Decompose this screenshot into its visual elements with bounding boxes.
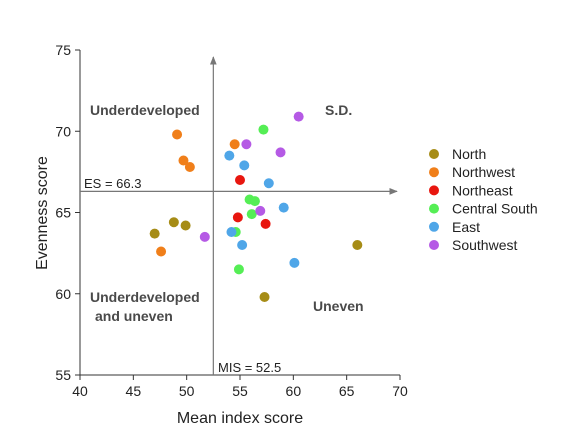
legend-label-central-south: Central South [452,201,538,217]
y-tick-label: 60 [55,286,71,302]
data-point-northwest [229,139,240,150]
data-point-southwest [199,231,210,242]
y-tick-label: 65 [55,205,71,221]
x-tick-label: 55 [232,383,248,399]
data-point-northeast [235,175,245,185]
quadrant-label-bottom-right: Uneven [313,298,364,314]
legend-label-northeast: Northeast [452,182,513,198]
x-tick-label: 50 [179,383,195,399]
quadrant-label-bottom-left-line1: Underdeveloped [90,289,200,305]
data-point-northwest [178,155,189,166]
legend-marker-east [429,221,439,232]
data-point-southwest [255,205,266,216]
legend-marker-northwest [429,167,439,178]
legend-label-northwest: Northwest [452,164,515,180]
ref-line-x-label: MIS = 52.5 [218,360,281,375]
x-tick-label: 65 [339,383,355,399]
data-point-southwest [241,139,252,150]
data-point-southwest [275,147,286,158]
x-tick-label: 70 [392,383,408,399]
data-point-east [237,240,248,250]
y-axis-title: Evenness score [34,156,51,270]
data-point-east [226,227,237,237]
legend-marker-northeast [429,185,439,196]
quadrant-label-bottom-left-line2: and uneven [95,308,173,324]
legend: North Northwest Northeast Central South East… [429,146,538,253]
y-tick-label: 55 [55,367,71,383]
data-point-east [278,202,289,213]
legend-label-east: East [452,219,480,235]
data-point-central-south [258,124,269,135]
data-point-central-south [249,196,260,207]
quadrant-label-top-right: S.D. [325,102,352,118]
legend-label-southwest: Southwest [452,237,517,253]
data-point-north [180,220,191,231]
data-point-northwest [184,162,195,172]
data-point-east [263,178,274,189]
x-tick-label: 45 [126,383,142,399]
data-point-northeast [232,212,243,223]
data-point-northwest [172,129,183,140]
y-tick-label: 75 [55,42,71,58]
data-point-east [224,150,235,161]
data-point-north [259,292,270,302]
ref-line-y-label: ES = 66.3 [84,176,141,191]
data-point-northwest [156,246,167,257]
data-point-east [239,160,250,171]
legend-marker-north [429,149,439,159]
legend-marker-central-south [429,203,439,214]
data-point-northeast [260,218,271,229]
y-tick-label: 70 [55,123,71,139]
x-tick-label: 60 [286,383,302,399]
data-point-central-south [233,264,244,275]
data-point-southwest [293,111,304,122]
legend-label-north: North [452,146,486,162]
x-axis-title: Mean index score [177,410,303,427]
plot-area: 40 45 50 55 60 65 70 55 60 65 70 75 [55,42,408,399]
data-point-east [289,257,300,268]
data-point-north [168,217,179,228]
data-point-central-south [246,209,257,220]
data-point-north [352,240,363,250]
data-point-north [149,228,160,239]
x-tick-label: 40 [72,383,88,399]
quadrant-label-top-left: Underdeveloped [90,102,200,118]
legend-marker-southwest [429,240,439,250]
